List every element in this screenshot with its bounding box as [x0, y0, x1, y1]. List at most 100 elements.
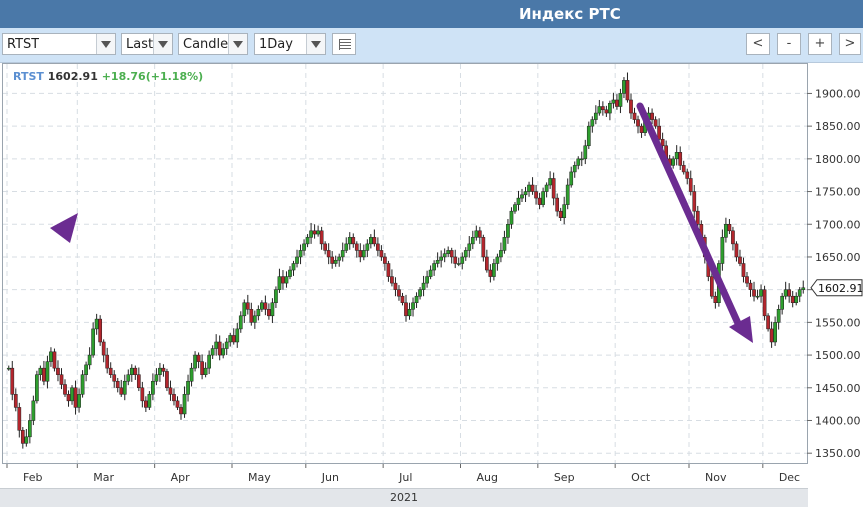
candle-body [456, 263, 461, 265]
y-tick-label: 1900.00 [815, 87, 861, 100]
window-title: Индекс РТС [519, 5, 621, 23]
candle-body [513, 204, 517, 212]
y-tick-label: 1550.00 [815, 316, 861, 329]
candle-body [509, 210, 514, 225]
candle-body [766, 315, 770, 330]
candle-body [182, 394, 187, 415]
candle-body [298, 250, 303, 258]
candle-body [147, 394, 152, 408]
grid [3, 64, 807, 463]
candle-body [260, 302, 264, 310]
candle-body [200, 361, 204, 375]
candle-body [291, 263, 296, 271]
candle-body [748, 282, 753, 290]
scroll-forward-button[interactable]: > [839, 33, 861, 55]
candle-body [288, 269, 292, 277]
y-tick-label: 1800.00 [815, 153, 861, 166]
y-tick-label: 1500.00 [815, 349, 861, 362]
date-range-bar[interactable]: 2021 [0, 488, 808, 507]
x-tick-label: Sep [554, 471, 575, 484]
candle-body [523, 191, 528, 196]
candle-body [154, 374, 159, 382]
marker-arrow-head [50, 213, 78, 243]
chart-legend: RTST 1602.91 +18.76(+1.18%) [13, 70, 203, 83]
candle-body [590, 119, 595, 127]
candle-body [432, 263, 436, 271]
candle-body [115, 380, 120, 389]
candle-body [231, 335, 236, 343]
candle-body [541, 191, 545, 205]
candle-body [119, 387, 124, 395]
y-tick-label: 1750.00 [815, 186, 861, 199]
candle-body [731, 230, 735, 245]
candle-body [608, 102, 612, 114]
candle-body [470, 237, 475, 245]
candle-body [101, 341, 106, 356]
candle-body [196, 354, 201, 362]
candle-body [601, 106, 605, 111]
candle-body [270, 302, 275, 317]
candle-body [414, 295, 419, 303]
candle-body [653, 119, 658, 127]
x-tick-label: Mar [93, 471, 114, 484]
candle-body [418, 289, 422, 297]
candle-body [481, 237, 486, 258]
symbol-value: RTST [7, 37, 40, 52]
candle-body [330, 256, 335, 264]
candle-body [759, 289, 763, 297]
candle-body [133, 367, 138, 375]
candle-body [52, 351, 57, 369]
candle-body [136, 374, 141, 389]
candle-body [604, 109, 609, 114]
candle-body [502, 237, 507, 251]
x-tick-label: Jun [321, 471, 339, 484]
candle-body [210, 348, 215, 356]
x-tick-label: Dec [779, 471, 800, 484]
plot-area[interactable] [2, 63, 808, 464]
candle-body [323, 243, 327, 251]
trend-arrow-shaft [636, 102, 745, 334]
candle-body [245, 302, 250, 310]
candle-body [745, 276, 749, 284]
candle-body [780, 295, 784, 310]
x-tick-label: Oct [631, 471, 651, 484]
chevron-down-icon[interactable] [306, 34, 325, 54]
candle-body [593, 112, 598, 120]
candle-body [734, 243, 739, 258]
scroll-back-button[interactable]: < [746, 33, 770, 55]
candle-body [354, 243, 359, 251]
chevron-down-icon[interactable] [153, 34, 172, 54]
chart-style-select[interactable]: Candle [178, 33, 248, 55]
zoom-out-button[interactable]: - [777, 33, 801, 55]
period-select[interactable]: 1Day [254, 33, 326, 55]
chevron-down-icon[interactable] [96, 34, 115, 54]
y-tick-label: 1350.00 [815, 447, 861, 460]
indicators-button[interactable] [332, 33, 356, 55]
zoom-in-button[interactable]: + [808, 33, 832, 55]
candle-body [615, 99, 619, 107]
candle-body [63, 384, 67, 395]
candle-body [565, 184, 570, 205]
x-tick-label: May [248, 471, 271, 484]
candle-body [769, 328, 774, 343]
chart-style-value: Candle [183, 37, 229, 52]
y-tick-label: 1700.00 [815, 218, 861, 231]
candle-body [537, 197, 542, 205]
y-tick-label: 1850.00 [815, 120, 861, 133]
candle-body [347, 237, 352, 245]
y-tick-label: 1450.00 [815, 382, 861, 395]
symbol-select[interactable]: RTST [2, 33, 116, 55]
price-type-select[interactable]: Last [121, 33, 173, 55]
candle-body [295, 256, 299, 264]
candle-body [393, 282, 398, 290]
candle-body [98, 318, 103, 343]
candle-body [467, 243, 472, 251]
candle-body [333, 259, 338, 264]
candle-body [351, 237, 356, 245]
chevron-down-icon[interactable] [228, 34, 247, 54]
candle-body [274, 289, 278, 303]
candles [6, 72, 806, 449]
candle-body [629, 99, 633, 114]
candle-body [639, 125, 644, 133]
candle-body [576, 158, 581, 166]
